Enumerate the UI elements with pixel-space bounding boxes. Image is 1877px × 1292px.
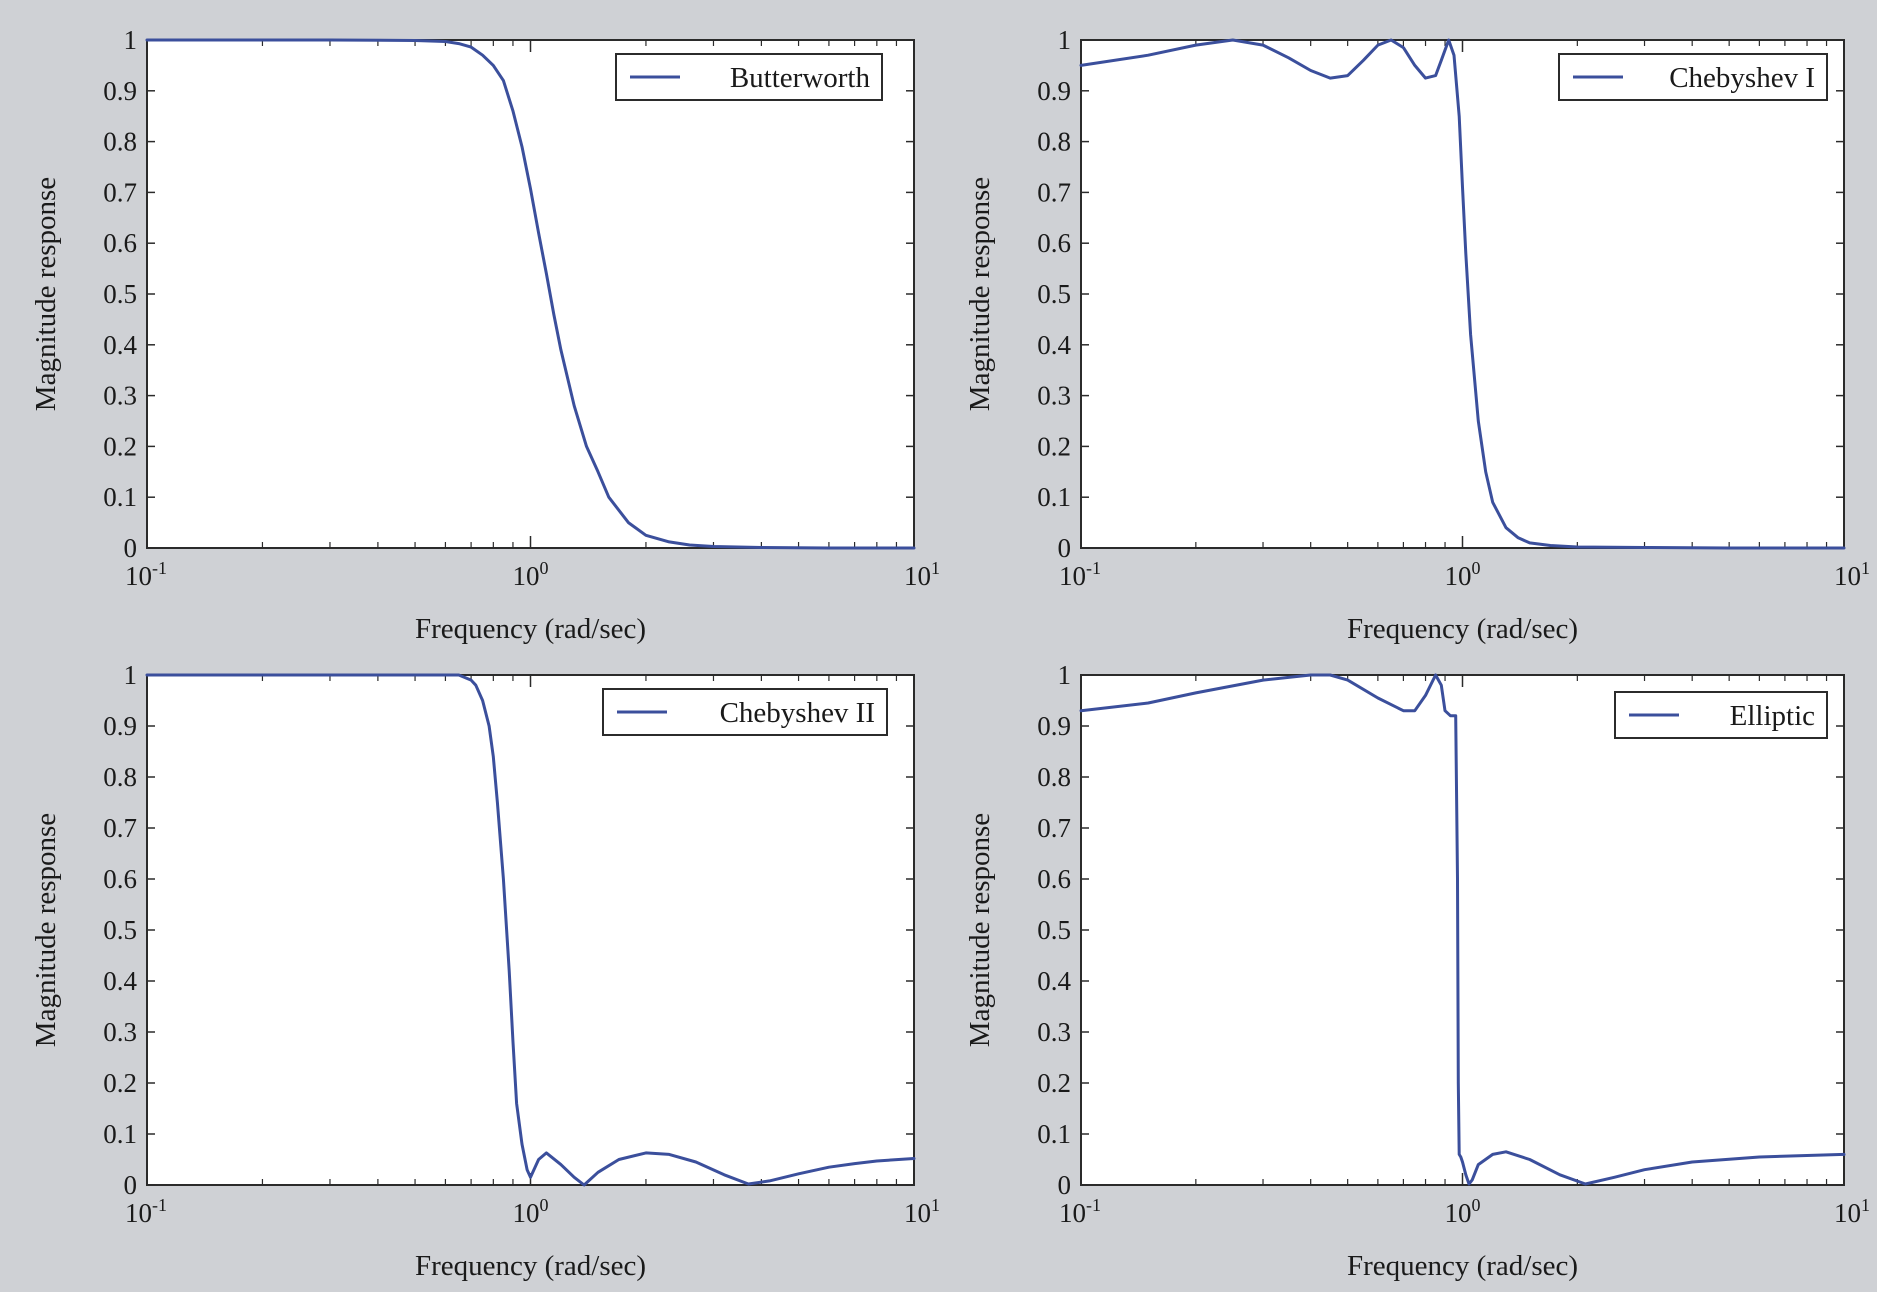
y-axis-label: Magnitude response [964, 813, 996, 1047]
x-tick-label: 101 [904, 1195, 940, 1228]
y-tick-label: 0.3 [103, 381, 137, 411]
y-tick-label: 0.5 [1037, 915, 1071, 945]
y-tick-label: 1 [1058, 660, 1072, 690]
series-line-elliptic [1079, 673, 1846, 1186]
x-tick-label: 101 [1834, 558, 1870, 591]
y-tick-label: 0.2 [1037, 1068, 1071, 1098]
plot-area [146, 674, 915, 1186]
y-tick-label: 0.5 [1037, 279, 1071, 309]
y-tick-label: 0.3 [1037, 1017, 1071, 1047]
x-tick-label: 100 [1445, 558, 1481, 591]
x-axis-label: Frequency (rad/sec) [1347, 613, 1578, 645]
x-axis-label: Frequency (rad/sec) [415, 613, 646, 645]
legend: Elliptic [1614, 691, 1828, 739]
y-tick-label: 0.7 [1037, 177, 1071, 207]
y-tick-label: 0.9 [103, 711, 137, 741]
series-line-butterworth [145, 38, 916, 550]
legend-label: Elliptic [1730, 700, 1815, 732]
y-tick-label: 0.1 [103, 1119, 137, 1149]
y-tick-label: 0.7 [1037, 813, 1071, 843]
y-tick-label: 0.1 [1037, 1119, 1071, 1149]
y-tick-label: 0.6 [1037, 228, 1071, 258]
series-line-chebyshev-i [1079, 38, 1846, 550]
y-tick-label: 0.2 [103, 1068, 137, 1098]
y-tick-label: 0.9 [103, 76, 137, 106]
x-axis-label: Frequency (rad/sec) [1347, 1250, 1578, 1282]
x-tick-label: 10-1 [1059, 1195, 1101, 1228]
x-tick-label: 10-1 [125, 1195, 167, 1228]
legend-label: Chebyshev I [1669, 62, 1815, 94]
x-tick-label: 10-1 [1059, 558, 1101, 591]
y-tick-label: 0.9 [1037, 76, 1071, 106]
legend: Butterworth [615, 53, 883, 101]
y-tick-label: 0.6 [103, 228, 137, 258]
y-tick-label: 0.4 [1037, 330, 1071, 360]
y-tick-label: 0.2 [1037, 431, 1071, 461]
y-tick-label: 0.7 [103, 177, 137, 207]
y-tick-label: 0.6 [103, 864, 137, 894]
x-tick-label: 101 [904, 558, 940, 591]
y-tick-label: 0.5 [103, 915, 137, 945]
plot-area [1080, 674, 1845, 1186]
x-tick-label: 101 [1834, 1195, 1870, 1228]
y-tick-label: 0 [124, 1170, 138, 1200]
y-tick-label: 0.7 [103, 813, 137, 843]
y-tick-label: 0.3 [103, 1017, 137, 1047]
subplot-1: 0 0.1 0.2 0.3 0.4 0.5 0.6 0.7 0.8 0.9 1 10-1 100 101 F… [30, 25, 940, 645]
y-tick-label: 0.8 [103, 762, 137, 792]
y-tick-label: 0.1 [103, 482, 137, 512]
y-tick-label: 0 [1058, 1170, 1072, 1200]
y-tick-label: 0.1 [1037, 482, 1071, 512]
y-tick-label: 0 [124, 533, 138, 563]
series-line-chebyshev-ii [145, 673, 916, 1187]
y-axis-label: Magnitude response [30, 813, 62, 1047]
plot-area [1080, 39, 1845, 549]
y-axis-label: Magnitude response [964, 177, 996, 411]
y-tick-label: 1 [124, 660, 138, 690]
y-tick-label: 0.4 [103, 966, 137, 996]
legend-label: Chebyshev II [720, 697, 875, 729]
legend-label: Butterworth [730, 62, 871, 94]
x-tick-label: 100 [513, 1195, 549, 1228]
legend: Chebyshev I [1558, 53, 1828, 101]
y-tick-label: 0.2 [103, 431, 137, 461]
subplot-3: 0 0.1 0.2 0.3 0.4 0.5 0.6 0.7 0.8 0.9 1 10-1 100 101 F… [30, 660, 940, 1282]
y-tick-label: 0.4 [103, 330, 137, 360]
subplot-4: 0 0.1 0.2 0.3 0.4 0.5 0.6 0.7 0.8 0.9 1 10-1 100 101 F… [964, 660, 1870, 1282]
y-tick-label: 0.4 [1037, 966, 1071, 996]
legend: Chebyshev II [602, 688, 888, 736]
y-tick-label: 0.5 [103, 279, 137, 309]
y-tick-label: 0.8 [1037, 762, 1071, 792]
x-tick-label: 100 [1445, 1195, 1481, 1228]
y-tick-label: 0.8 [1037, 127, 1071, 157]
y-tick-label: 0 [1058, 533, 1072, 563]
x-tick-label: 100 [513, 558, 549, 591]
subplot-2: 0 0.1 0.2 0.3 0.4 0.5 0.6 0.7 0.8 0.9 1 10-1 100 101 F… [964, 25, 1870, 645]
x-axis-label: Frequency (rad/sec) [415, 1250, 646, 1282]
y-tick-label: 0.6 [1037, 864, 1071, 894]
plot-area [146, 39, 915, 549]
y-axis-label: Magnitude response [30, 177, 62, 411]
x-tick-label: 10-1 [125, 558, 167, 591]
y-tick-label: 0.9 [1037, 711, 1071, 741]
y-tick-label: 0.8 [103, 127, 137, 157]
y-tick-label: 1 [124, 25, 138, 55]
y-tick-label: 0.3 [1037, 381, 1071, 411]
y-tick-label: 1 [1058, 25, 1072, 55]
